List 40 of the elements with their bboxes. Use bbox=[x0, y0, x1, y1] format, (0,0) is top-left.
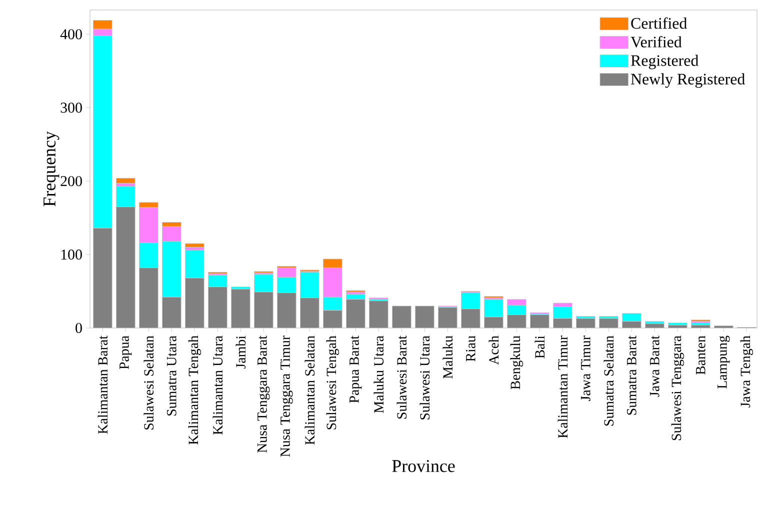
legend-label: Verified bbox=[630, 36, 682, 48]
x-tick-label: Sumatra Utara bbox=[166, 336, 176, 416]
y-axis-title: Frequency bbox=[44, 131, 60, 206]
y-tick-label: 300 bbox=[60, 102, 82, 113]
x-tick-label: Kalimantan Barat bbox=[98, 336, 108, 434]
x-tick-label: Riau bbox=[466, 336, 476, 362]
x-tick-label: Jambi bbox=[236, 336, 246, 369]
x-tick-label: Sumatra Selatan bbox=[604, 336, 614, 426]
x-tick-label: Papua bbox=[120, 336, 132, 370]
legend-label: Registered bbox=[630, 54, 698, 70]
y-tick-label: 0 bbox=[76, 322, 82, 334]
x-tick-label: Nusa Tenggara Barat bbox=[258, 336, 270, 453]
x-axis-title: Province bbox=[392, 460, 455, 472]
y-tick-label: 100 bbox=[61, 250, 82, 260]
x-tick-label: Kalimantan Timur bbox=[558, 336, 568, 438]
x-tick-label: Kalimantan Utara bbox=[212, 336, 223, 435]
x-tick-label: Lampung bbox=[718, 336, 730, 389]
x-tick-label: Sulawesi Tengah bbox=[326, 336, 340, 430]
x-tick-label: Bengkulu bbox=[510, 336, 524, 390]
x-tick-label: Sumatra Barat bbox=[626, 336, 636, 415]
y-tick-label: 200 bbox=[60, 176, 82, 186]
x-tick-label: Bali bbox=[534, 336, 545, 358]
x-tick-label: Aceh bbox=[488, 336, 499, 365]
x-tick-label: Jawa Timur bbox=[580, 336, 590, 401]
x-tick-label: Nusa Tenggara Timur bbox=[280, 336, 293, 457]
x-tick-label: Jawa Tengah bbox=[740, 336, 754, 408]
x-tick-label: Maluku Utara bbox=[374, 336, 384, 413]
x-tick-label: Kalimantan Selatan bbox=[304, 336, 315, 445]
x-tick-label: Jawa Barat bbox=[650, 336, 660, 397]
x-tick-label: Papua Barat bbox=[350, 336, 362, 403]
x-tick-label: Kalimantan Tengah bbox=[188, 336, 201, 445]
x-tick-label: Maluku bbox=[442, 336, 453, 378]
x-tick-label: Sulawesi Utara bbox=[420, 336, 430, 420]
x-tick-label: Sulawesi Barat bbox=[396, 336, 407, 419]
x-tick-label: Banten bbox=[696, 336, 706, 375]
legend-label: Certified bbox=[631, 17, 687, 29]
x-tick-label: Sulawesi Tenggara bbox=[671, 336, 684, 440]
legend-label: Newly Registered bbox=[630, 73, 745, 88]
x-tick-label: Sulawesi Selatan bbox=[144, 336, 154, 430]
y-tick-label: 400 bbox=[60, 29, 82, 40]
